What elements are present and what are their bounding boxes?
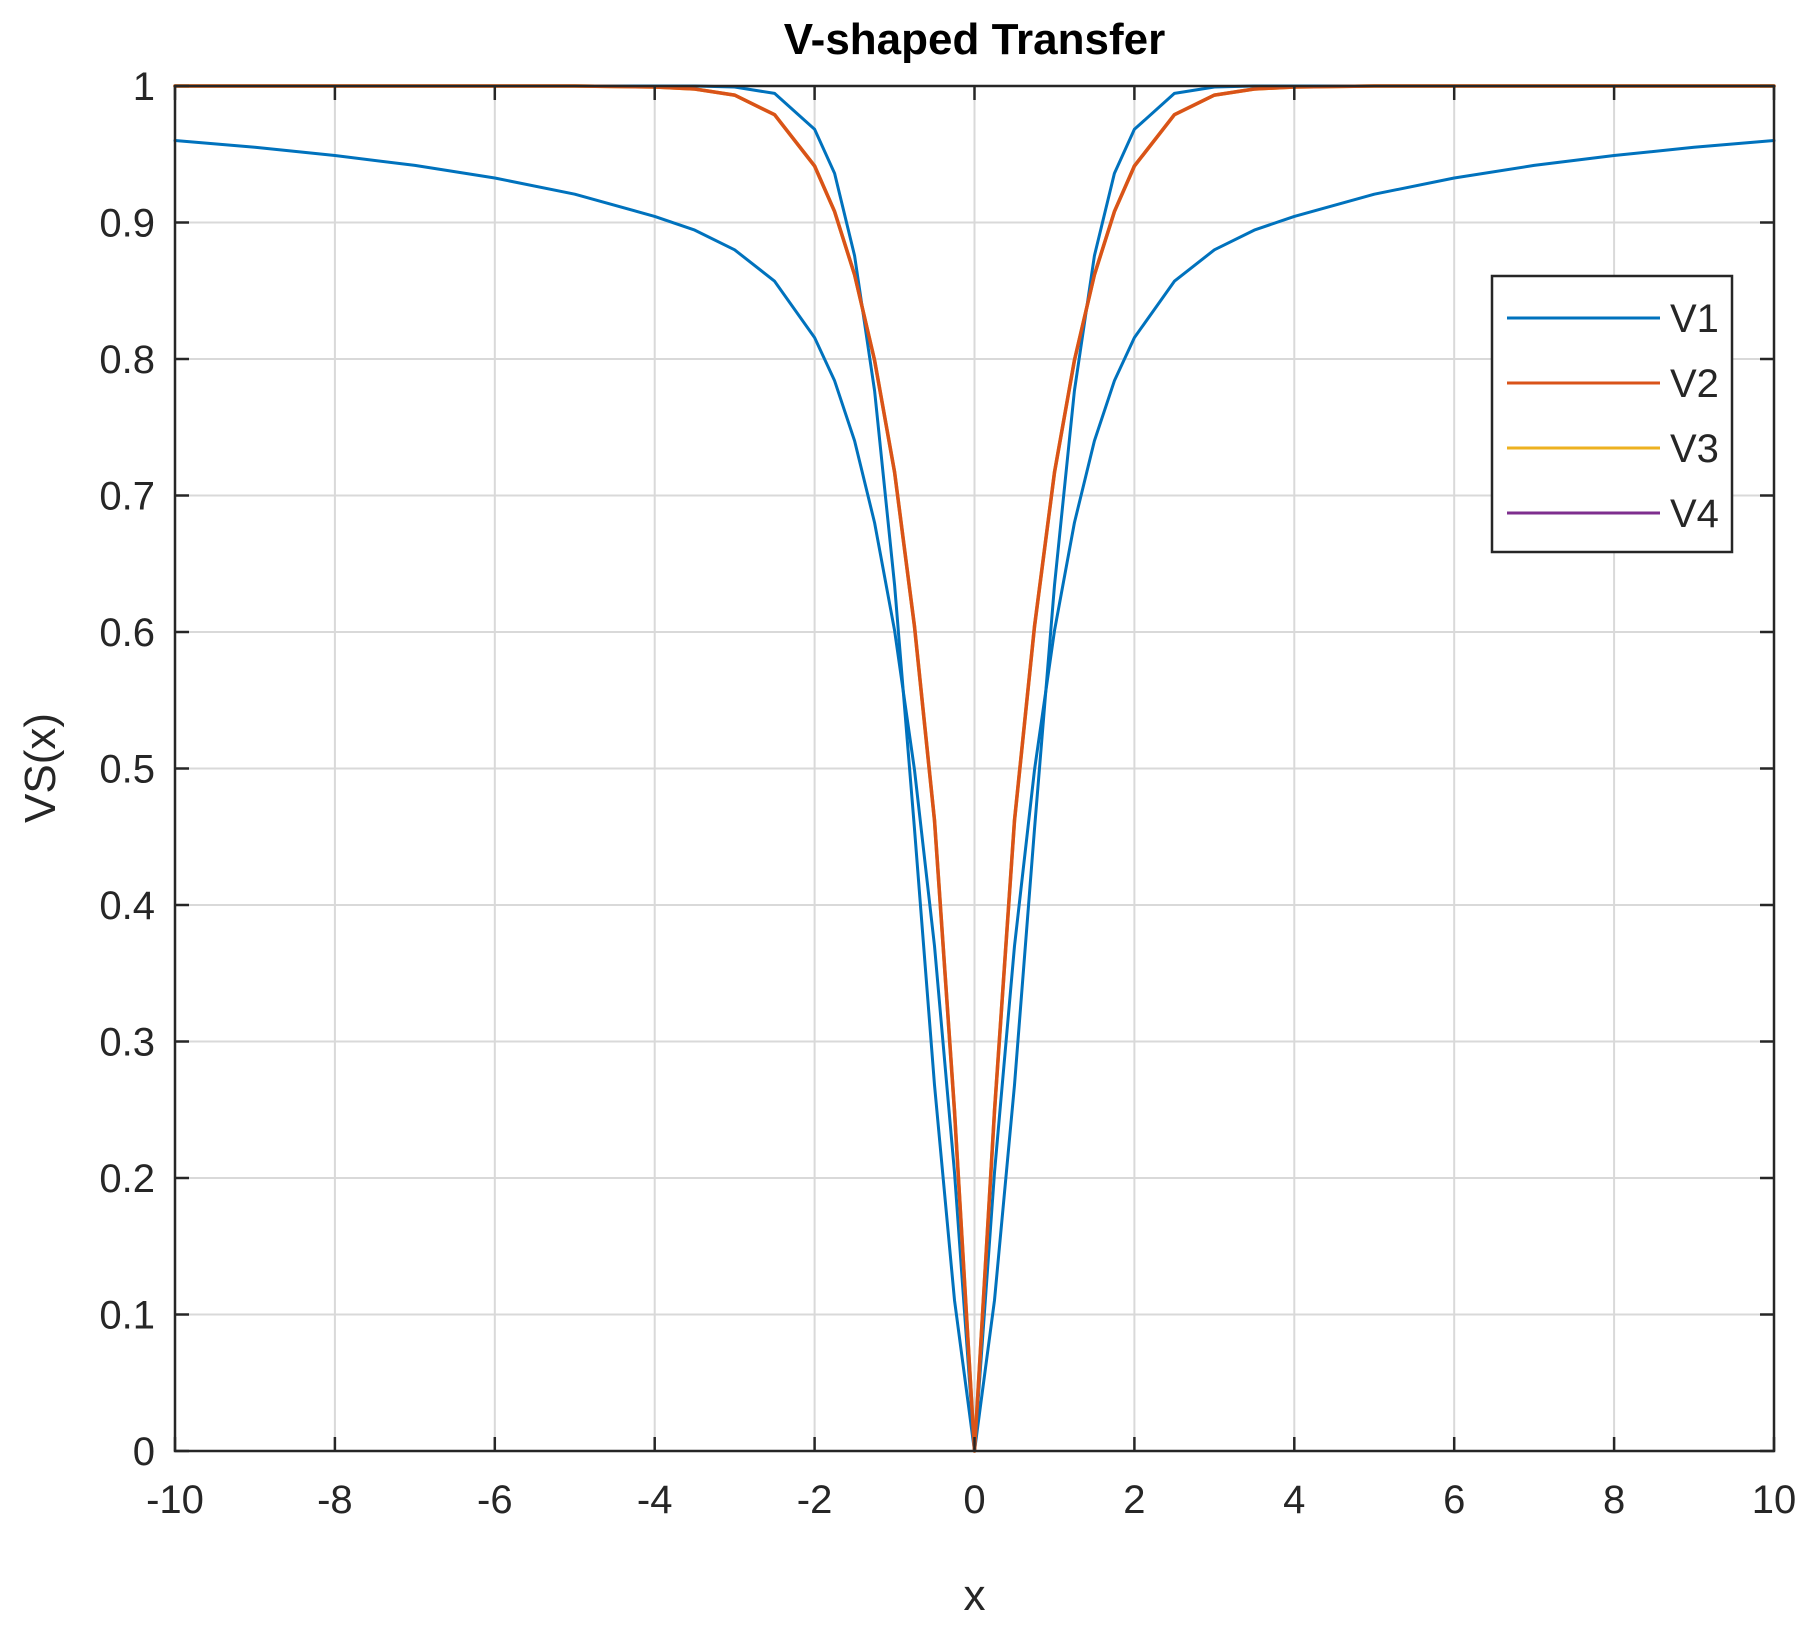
x-tick-label: -6 [477,1478,513,1522]
x-axis-label: x [964,1571,986,1620]
y-tick-label: 0.3 [99,1021,155,1065]
y-tick-label: 0.6 [99,611,155,655]
x-tick-label: 0 [963,1478,985,1522]
x-tick-label: 4 [1283,1478,1305,1522]
y-tick-label: 0 [133,1430,155,1474]
legend-label-v4: V4 [1670,492,1719,536]
y-tick-label: 1 [133,65,155,109]
x-tick-label: -10 [146,1478,204,1522]
legend-label-v3: V3 [1670,427,1719,471]
y-tick-label: 0.8 [99,338,155,382]
y-tick-label: 0.4 [99,884,155,928]
x-tick-label: 8 [1603,1478,1625,1522]
y-tick-label: 0.7 [99,475,155,519]
legend-box [1490,274,1734,554]
legend-label-v2: V2 [1670,362,1719,406]
x-tick-label: -8 [317,1478,353,1522]
x-tick-label: 10 [1752,1478,1797,1522]
x-tick-label: -2 [797,1478,833,1522]
y-axis-label: VS(x) [16,713,65,823]
ticks: -10 -8 -6 -4 -2 0 2 4 6 8 10 0 0.1 0.2 0.3 0.4 0.5 0.6 0.7… [99,65,1796,1522]
chart-title: V-shaped Transfer [784,15,1165,64]
legend-label-v1: V1 [1670,297,1719,341]
x-tick-label: 2 [1123,1478,1145,1522]
y-tick-label: 0.2 [99,1157,155,1201]
x-tick-label: 6 [1443,1478,1465,1522]
y-tick-label: 0.9 [99,202,155,246]
y-tick-label: 0.1 [99,1294,155,1338]
x-tick-label: -4 [637,1478,673,1522]
legend: V1 V2 V3 V4 [1490,274,1734,554]
y-tick-label: 0.5 [99,748,155,792]
